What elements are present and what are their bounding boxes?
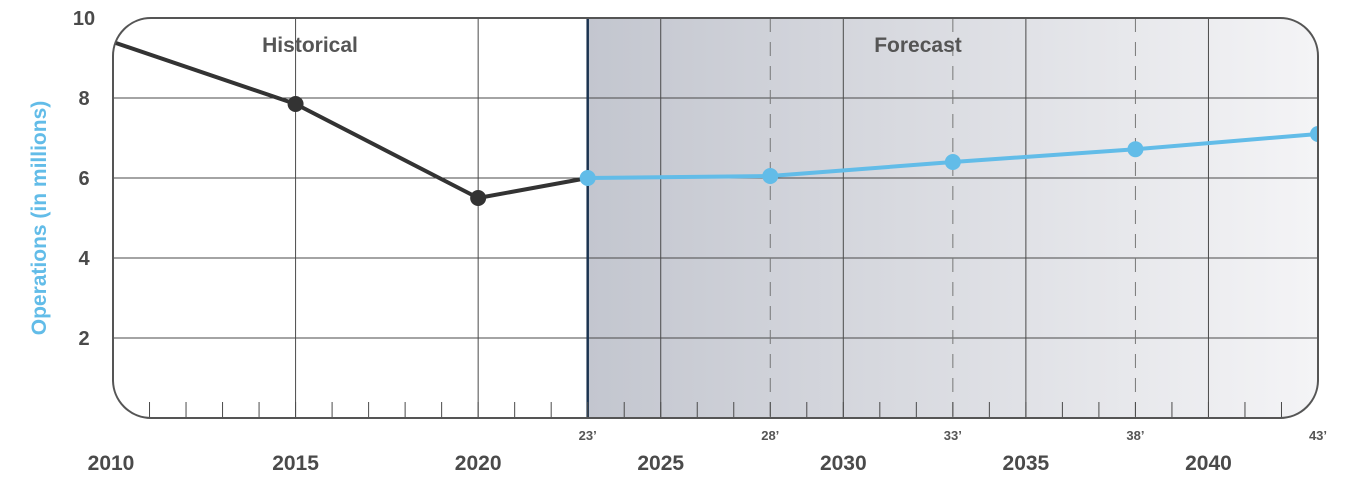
forecast-data-point	[579, 170, 596, 186]
forecast-data-point	[1310, 126, 1318, 142]
forecast-year-label: 23’	[579, 428, 597, 443]
x-tick-label: 2040	[1185, 452, 1232, 475]
forecast-data-point	[1127, 141, 1144, 158]
forecast-data-point	[762, 168, 779, 184]
x-tick-label: 2035	[1003, 452, 1050, 475]
forecast-year-label: 28’	[761, 428, 779, 443]
y-tick-label: 6	[78, 168, 89, 190]
plot-frame	[112, 17, 1319, 419]
x-tick-label: 2015	[272, 452, 319, 475]
y-tick-label: 10	[73, 8, 95, 30]
x-tick-label: 2010	[88, 452, 135, 475]
historical-data-point	[287, 96, 304, 112]
forecast-year-label: 38’	[1126, 428, 1144, 443]
y-axis-title: Operations (in millions)	[28, 101, 51, 336]
y-tick-label: 4	[78, 248, 90, 270]
historical-series-line	[113, 40, 589, 200]
historical-label: Historical	[262, 34, 358, 57]
y-tick-label: 2	[78, 328, 89, 350]
x-tick-label: 2025	[637, 452, 684, 475]
forecast-data-point	[944, 154, 961, 170]
y-tick-label: 8	[78, 88, 89, 110]
x-tick-label: 2020	[455, 452, 502, 475]
forecast-label: Forecast	[874, 34, 962, 57]
forecast-year-label: 43’	[1309, 428, 1327, 443]
historical-data-point	[470, 190, 487, 206]
x-tick-label: 2030	[820, 452, 867, 475]
forecast-year-label: 33’	[944, 428, 962, 443]
